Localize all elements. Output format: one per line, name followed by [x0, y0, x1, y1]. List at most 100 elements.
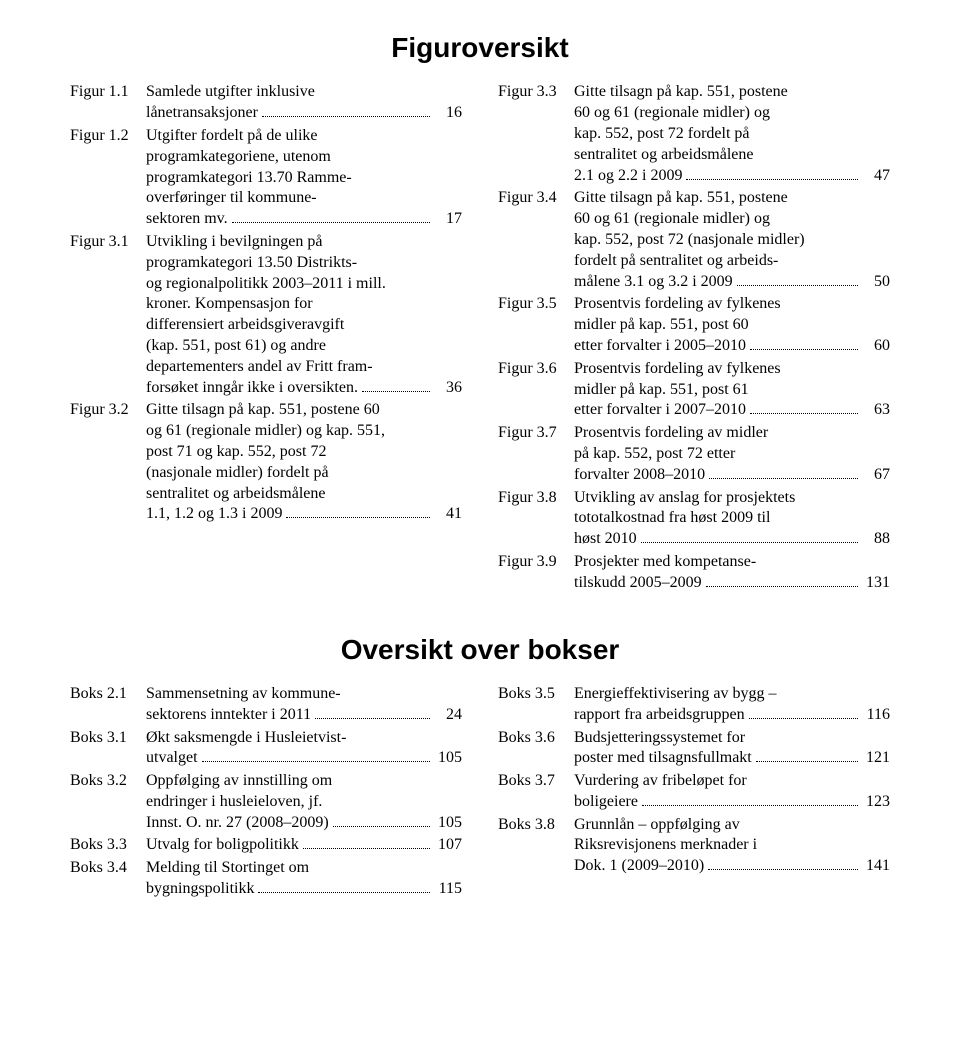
entry-line: etter forvalter i 2007–201063	[574, 400, 890, 421]
entry-text: Utvalg for boligpolitikk	[146, 835, 299, 856]
entry-label: Figur 3.3	[498, 82, 574, 186]
entry-text: sektoren mv.	[146, 209, 228, 230]
entry-line: tototalkostnad fra høst 2009 til	[574, 508, 890, 529]
leader-dots	[641, 530, 858, 544]
entry-text: forvalter 2008–2010	[574, 465, 705, 486]
toc-entry: Boks 3.8Grunnlån – oppfølging avRiksrevi…	[498, 815, 890, 877]
entry-line: 60 og 61 (regionale midler) og	[574, 209, 890, 230]
entry-text: overføringer til kommune-	[146, 188, 317, 209]
entry-body: Gitte tilsagn på kap. 551, postene60 og …	[574, 82, 890, 186]
entry-line: Energieffektivisering av bygg –	[574, 684, 890, 705]
entry-body: Sammensetning av kommune-sektorens innte…	[146, 684, 462, 726]
entry-label: Figur 1.1	[70, 82, 146, 124]
leader-dots	[708, 857, 858, 871]
entry-text: Innst. O. nr. 27 (2008–2009)	[146, 813, 329, 834]
entry-line: Utvikling av anslag for prosjektets	[574, 488, 890, 509]
entry-line: Grunnlån – oppfølging av	[574, 815, 890, 836]
entry-text: Vurdering av fribeløpet for	[574, 771, 747, 792]
entry-text: Prosjekter med kompetanse-	[574, 552, 756, 573]
entry-text: Budsjetteringssystemet for	[574, 728, 745, 749]
entry-label: Boks 3.2	[70, 771, 146, 833]
entry-line: Prosentvis fordeling av midler	[574, 423, 890, 444]
entry-text: Prosentvis fordeling av fylkenes	[574, 359, 781, 380]
entry-text: rapport fra arbeidsgruppen	[574, 705, 745, 726]
page-number: 141	[862, 856, 890, 877]
entry-line: høst 201088	[574, 529, 890, 550]
toc-entry: Boks 3.5Energieffektivisering av bygg –r…	[498, 684, 890, 726]
entry-line: 60 og 61 (regionale midler) og	[574, 103, 890, 124]
leader-dots	[737, 272, 858, 286]
leader-dots	[749, 705, 858, 719]
page-number: 16	[434, 103, 462, 124]
entry-text: Gitte tilsagn på kap. 551, postene 60	[146, 400, 380, 421]
toc-entry: Figur 3.1Utvikling i bevilgningen påprog…	[70, 232, 462, 398]
entry-line: Dok. 1 (2009–2010) 141	[574, 856, 890, 877]
entry-line: (kap. 551, post 61) og andre	[146, 336, 462, 357]
toc-entry: Boks 2.1Sammensetning av kommune-sektore…	[70, 684, 462, 726]
entry-body: Oppfølging av innstilling omendringer i …	[146, 771, 462, 833]
entry-text: departementers andel av Fritt fram-	[146, 357, 373, 378]
entry-text: poster med tilsagnsfullmakt	[574, 748, 752, 769]
entry-text: utvalget	[146, 748, 198, 769]
section: FiguroversiktFigur 1.1Samlede utgifter i…	[70, 30, 890, 596]
entry-text: kap. 552, post 72 (nasjonale midler)	[574, 230, 805, 251]
page-number: 105	[434, 748, 462, 769]
entry-label: Boks 3.7	[498, 771, 574, 813]
entry-text: Grunnlån – oppfølging av	[574, 815, 740, 836]
entry-body: Prosjekter med kompetanse-tilskudd 2005–…	[574, 552, 890, 594]
entry-line: fordelt på sentralitet og arbeids-	[574, 251, 890, 272]
entry-text: Melding til Stortinget om	[146, 858, 309, 879]
page-number: 24	[434, 705, 462, 726]
entry-text: sektorens inntekter i 2011	[146, 705, 311, 726]
entry-text: post 71 og kap. 552, post 72	[146, 442, 326, 463]
entry-line: endringer i husleieloven, jf.	[146, 792, 462, 813]
entry-line: Gitte tilsagn på kap. 551, postene	[574, 82, 890, 103]
leader-dots	[750, 401, 858, 415]
toc-entry: Boks 3.6Budsjetteringssystemet forposter…	[498, 728, 890, 770]
entry-text: Dok. 1 (2009–2010)	[574, 856, 704, 877]
document-page: FiguroversiktFigur 1.1Samlede utgifter i…	[70, 30, 890, 902]
entry-line: Prosentvis fordeling av fylkenes	[574, 294, 890, 315]
section: Oversikt over bokser Boks 2.1Sammensetnin…	[70, 632, 890, 902]
entry-text: midler på kap. 551, post 61	[574, 380, 749, 401]
entry-line: departementers andel av Fritt fram-	[146, 357, 462, 378]
toc-entry: Figur 3.8Utvikling av anslag for prosjek…	[498, 488, 890, 550]
entry-text: og regionalpolitikk 2003–2011 i mill.	[146, 274, 386, 295]
toc-entry: Figur 3.7Prosentvis fordeling av midlerp…	[498, 423, 890, 485]
entry-text: programkategori 13.70 Ramme-	[146, 168, 352, 189]
entry-body: Utvikling i bevilgningen påprogramkatego…	[146, 232, 462, 398]
entry-label: Boks 3.8	[498, 815, 574, 877]
entry-line: og 61 (regionale midler) og kap. 551,	[146, 421, 462, 442]
toc-entry: Boks 3.1Økt saksmengde i Husleietvist-ut…	[70, 728, 462, 770]
entry-label: Boks 3.1	[70, 728, 146, 770]
entry-line: boligeiere123	[574, 792, 890, 813]
entry-line: Budsjetteringssystemet for	[574, 728, 890, 749]
entry-text: Gitte tilsagn på kap. 551, postene	[574, 82, 788, 103]
entry-line: tilskudd 2005–2009131	[574, 573, 890, 594]
page-number: 60	[862, 336, 890, 357]
leader-dots	[303, 836, 430, 850]
entry-text: Gitte tilsagn på kap. 551, postene	[574, 188, 788, 209]
entry-line: Melding til Stortinget om	[146, 858, 462, 879]
entry-line: sentralitet og arbeidsmålene	[574, 145, 890, 166]
entry-text: sentralitet og arbeidsmålene	[574, 145, 753, 166]
leader-dots	[258, 879, 430, 893]
entry-body: Prosentvis fordeling av fylkenesmidler p…	[574, 359, 890, 421]
entry-label: Figur 3.5	[498, 294, 574, 356]
leader-dots	[642, 792, 858, 806]
leader-dots	[756, 749, 858, 763]
entry-text: kroner. Kompensasjon for	[146, 294, 313, 315]
toc-entry: Figur 3.9Prosjekter med kompetanse-tilsk…	[498, 552, 890, 594]
entry-text: og 61 (regionale midler) og kap. 551,	[146, 421, 385, 442]
page-number: 17	[434, 209, 462, 230]
entry-text: lånetransaksjoner	[146, 103, 258, 124]
entry-line: målene 3.1 og 3.2 i 200950	[574, 272, 890, 293]
entry-line: programkategori 13.70 Ramme-	[146, 168, 462, 189]
section-title: Oversikt over bokser	[70, 632, 890, 668]
entry-text: 2.1 og 2.2 i 2009	[574, 166, 682, 187]
entry-line: Innst. O. nr. 27 (2008–2009)105	[146, 813, 462, 834]
entry-label: Boks 3.4	[70, 858, 146, 900]
toc-entry: Figur 1.1Samlede utgifter inklusivelånet…	[70, 82, 462, 124]
entry-body: Utgifter fordelt på de ulikeprogramkateg…	[146, 126, 462, 230]
entry-line: Økt saksmengde i Husleietvist-	[146, 728, 462, 749]
